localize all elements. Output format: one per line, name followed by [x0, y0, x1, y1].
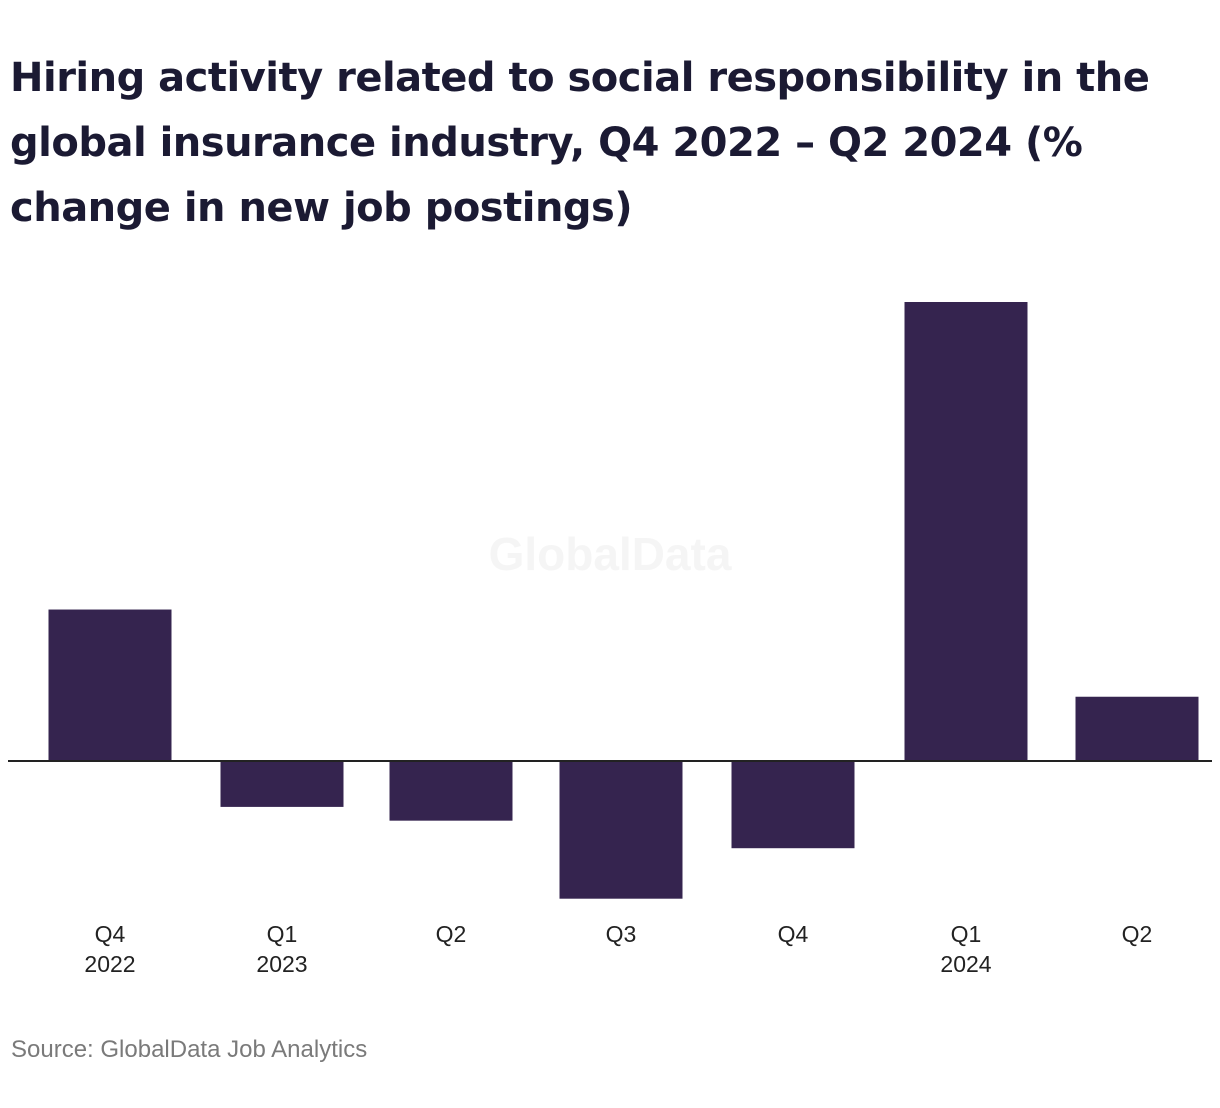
bar-6 — [1075, 696, 1199, 761]
bar-chart: GlobalData Q4 2022 Q1 2023 Q2 Q3 Q4 Q1 2024 Q2 — [8, 302, 1212, 977]
x-tick-quarter-5: Q1 — [951, 921, 982, 947]
bars-group — [48, 302, 1199, 899]
bar-0 — [48, 609, 172, 761]
bar-2 — [389, 761, 513, 821]
x-tick-quarter-6: Q2 — [1122, 921, 1153, 947]
source-note: Source: GlobalData Job Analytics — [11, 1036, 368, 1063]
bar-4 — [731, 761, 855, 849]
x-tick-quarter-0: Q4 — [95, 921, 126, 947]
x-axis-labels: Q4 2022 Q1 2023 Q2 Q3 Q4 Q1 2024 Q2 — [84, 921, 1152, 977]
x-tick-year-1: 2023 — [256, 951, 307, 977]
x-tick-quarter-1: Q1 — [267, 921, 298, 947]
watermark-text: GlobalData — [489, 528, 732, 580]
bar-5 — [904, 302, 1028, 761]
bar-3 — [559, 761, 683, 899]
x-tick-year-0: 2022 — [84, 951, 135, 977]
chart-title: Hiring activity related to social respon… — [10, 55, 1150, 231]
x-tick-quarter-2: Q2 — [436, 921, 467, 947]
bar-1 — [220, 761, 344, 807]
x-tick-quarter-4: Q4 — [778, 921, 809, 947]
x-tick-year-5: 2024 — [940, 951, 991, 977]
x-tick-quarter-3: Q3 — [606, 921, 637, 947]
